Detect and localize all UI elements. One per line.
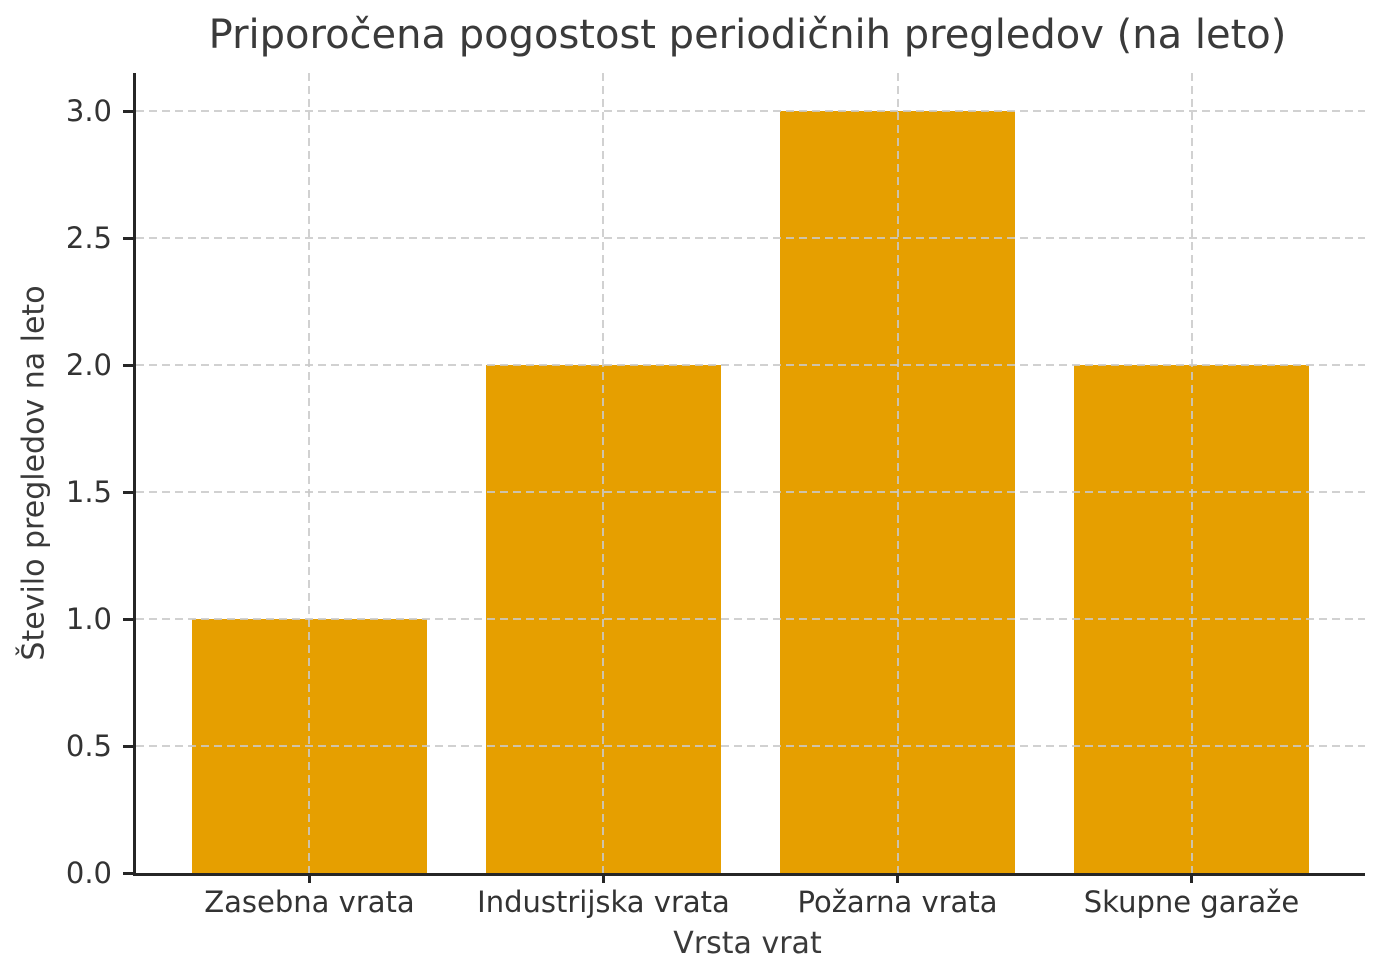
y-tick-label: 3.0 (65, 94, 112, 129)
x-tick-label: Industrijska vrata (477, 885, 730, 919)
x-tick (896, 873, 899, 883)
gridline-horizontal (136, 618, 1365, 621)
x-tick-label: Požarna vrata (797, 885, 998, 919)
gridline-vertical (1190, 73, 1193, 873)
x-tick (307, 873, 311, 883)
y-tick-label: 2.0 (65, 348, 112, 383)
gridline-horizontal (136, 237, 1365, 240)
chart-title: Priporočena pogostost periodičnih pregle… (208, 12, 1287, 58)
x-tick (601, 873, 605, 883)
gridline-horizontal (136, 491, 1365, 494)
x-tick-label: Skupne garaže (1083, 885, 1300, 919)
x-tick-label: Zasebna vrata (204, 885, 415, 919)
y-tick (123, 744, 133, 748)
y-tick-label: 2.5 (65, 221, 112, 256)
gridline-vertical (308, 73, 311, 873)
y-tick (123, 617, 133, 621)
gridline-vertical (602, 73, 605, 873)
y-tick-label: 0.0 (65, 856, 112, 890)
x-axis-label: Vrsta vrat (673, 926, 822, 961)
gridline-horizontal (136, 745, 1365, 748)
gridline-horizontal (136, 110, 1365, 113)
y-tick-label: 0.5 (65, 729, 112, 764)
x-tick (1190, 873, 1194, 883)
y-tick (123, 871, 133, 875)
y-tick (123, 363, 133, 367)
gridline-vertical (896, 73, 899, 873)
y-tick (123, 490, 133, 494)
gridline-horizontal (136, 364, 1365, 367)
y-tick-label: 1.5 (65, 475, 112, 510)
y-tick (123, 109, 133, 113)
y-tick-label: 1.0 (65, 602, 112, 637)
plot-area: 0.0 0.5 1.0 1.5 2.0 2.5 3.0 Zasebna vrata Indust… (66, 73, 1365, 919)
y-tick (123, 236, 133, 240)
